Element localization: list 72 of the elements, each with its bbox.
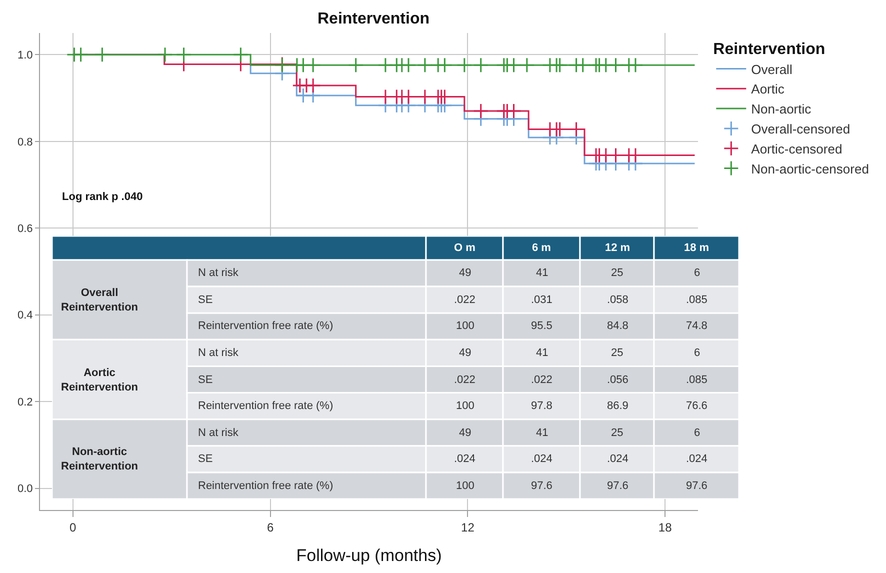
x-tick-label: 18: [658, 520, 672, 534]
text: 97.6: [686, 480, 708, 492]
text: 76.6: [686, 400, 708, 412]
annotation: Log rank p .040: [62, 191, 143, 203]
text: 86.9: [607, 400, 628, 412]
annotation: Overall Reintervention: [61, 287, 138, 314]
y-tick-label: 0.8: [18, 136, 33, 148]
text: 49: [459, 427, 472, 439]
x-tick-label: 12: [461, 520, 475, 534]
y-tick-label: 0.2: [18, 396, 33, 408]
legend-label: Overall-censored: [751, 122, 850, 137]
text: 97.6: [531, 480, 552, 492]
category-label: 12 m: [605, 242, 630, 254]
text: .031: [531, 294, 552, 306]
text: .085: [686, 294, 708, 306]
text: 6: [694, 267, 700, 279]
y-tick-label: 0.4: [18, 310, 33, 322]
category-label: O m: [454, 242, 476, 254]
text: 84.8: [607, 320, 628, 332]
text: 100: [456, 400, 474, 412]
x-tick-label: 0: [70, 520, 77, 534]
category-label: 18 m: [684, 242, 710, 254]
text: .058: [607, 294, 628, 306]
text: 25: [611, 347, 624, 359]
text: .022: [454, 294, 476, 306]
legend-label: Non-aortic: [751, 102, 812, 117]
category-label: N at risk: [198, 427, 238, 439]
category-label: SE: [198, 294, 213, 306]
text: 25: [611, 267, 624, 279]
legend-label: Overall: [751, 62, 792, 77]
text: 41: [536, 347, 548, 359]
text: .024: [607, 453, 628, 465]
text: .022: [531, 374, 552, 386]
text: 6: [694, 347, 700, 359]
text: 100: [456, 480, 474, 492]
text: 95.5: [531, 320, 552, 332]
category-label: Reintervention free rate (%): [198, 400, 334, 412]
legend-label: Aortic-censored: [751, 141, 842, 156]
y-tick-label: 1.0: [18, 50, 33, 62]
text: .024: [454, 453, 476, 465]
x-tick-label: 6: [266, 520, 274, 534]
text: 49: [459, 347, 472, 359]
category-label: Reintervention free rate (%): [198, 480, 334, 492]
annotation: Non-aortic Reintervention: [61, 446, 138, 472]
category-label: SE: [198, 453, 213, 465]
text: .085: [686, 374, 708, 386]
text: 100: [456, 320, 474, 332]
text: .022: [454, 374, 476, 386]
category-label: N at risk: [198, 347, 238, 359]
text: .024: [531, 453, 552, 465]
text: 41: [536, 427, 548, 439]
text: 6: [694, 427, 700, 439]
x-axis-title: Follow-up (months): [296, 546, 442, 565]
y-tick-label: 0.6: [18, 222, 33, 235]
chart-title: Reintervention: [317, 10, 430, 28]
category-label: N at risk: [198, 267, 238, 279]
legend-label: Non-aortic-censored: [751, 161, 869, 176]
category-label: 6 m: [532, 242, 552, 254]
text: .024: [686, 453, 708, 465]
category-label: SE: [198, 374, 213, 386]
legend-label: Aortic: [751, 82, 785, 97]
y-tick-label: 0.0: [18, 483, 33, 496]
annotation: Aortic Reintervention: [61, 367, 138, 394]
legend-title: Reintervention: [713, 40, 826, 58]
text: 97.8: [531, 400, 552, 412]
text: 97.6: [607, 480, 628, 492]
text: 74.8: [686, 320, 708, 332]
text: 41: [536, 267, 548, 279]
text: 49: [459, 267, 472, 279]
category-label: Reintervention free rate (%): [198, 320, 334, 332]
text: .056: [607, 374, 628, 386]
text: 25: [611, 427, 624, 439]
